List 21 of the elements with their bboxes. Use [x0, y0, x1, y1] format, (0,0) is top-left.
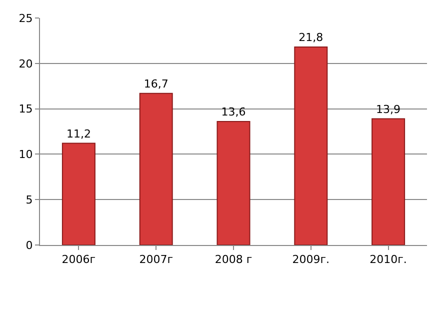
x-tick-label: 2006г	[62, 253, 96, 266]
data-label: 13,9	[376, 102, 401, 116]
bar	[216, 121, 250, 245]
y-tick-label: 5	[26, 193, 33, 206]
y-tick-label: 0	[26, 238, 33, 252]
y-tick-label: 25	[18, 12, 33, 25]
x-tick-label: 2008 г	[214, 253, 252, 266]
y-tick-label: 20	[18, 57, 33, 70]
data-label: 16,7	[144, 77, 168, 90]
bar	[294, 46, 328, 245]
y-tick-label: 10	[18, 148, 33, 162]
bar	[139, 92, 173, 245]
data-label: 11,2	[66, 127, 91, 140]
x-tick-label: 2007г	[139, 253, 174, 266]
x-tick-label: 2009г.	[292, 253, 330, 266]
x-tick-label: 2010г.	[370, 253, 407, 266]
bar	[62, 142, 96, 245]
bar	[372, 118, 406, 245]
data-label: 13,6	[221, 106, 246, 119]
data-label: 21,8	[298, 31, 324, 44]
y-tick-label: 15	[18, 102, 33, 116]
